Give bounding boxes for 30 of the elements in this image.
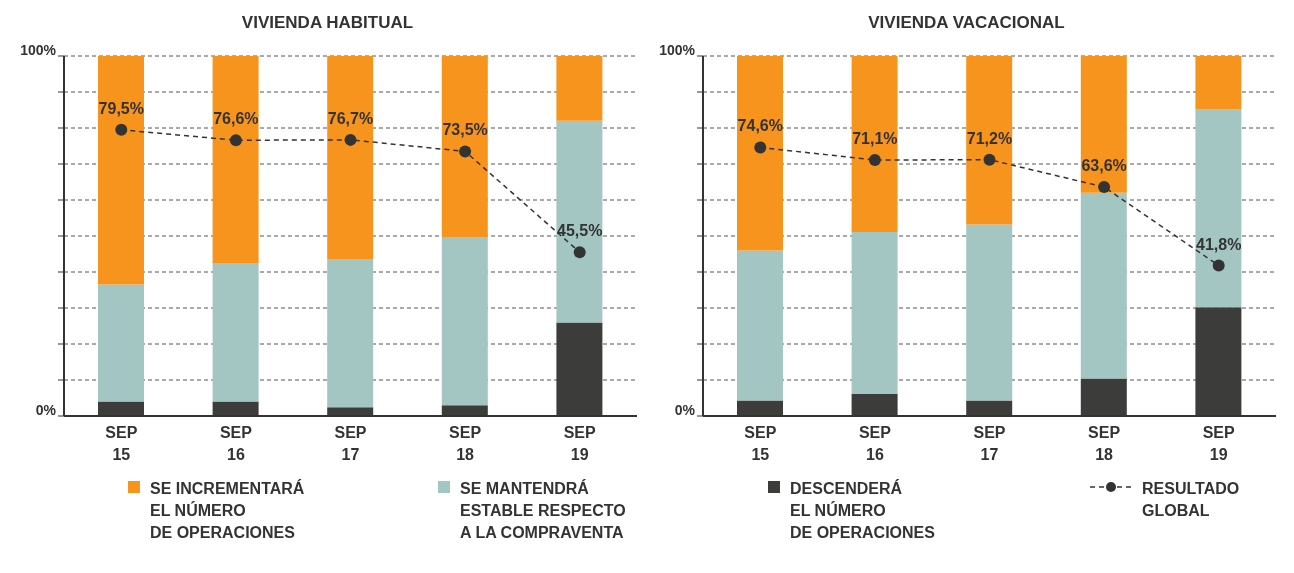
- y-tick-label: 0%: [35, 401, 57, 418]
- data-label: 76,7%: [327, 109, 374, 127]
- data-label: 45,5%: [557, 222, 603, 240]
- legend-label: RESULTADO GLOBAL: [1142, 479, 1240, 521]
- x-tick-label: SEP 17: [334, 424, 367, 463]
- x-tick-label: SEP 17: [973, 424, 1006, 463]
- data-label: 41,8%: [1196, 235, 1242, 253]
- data-label: 71,1%: [852, 130, 898, 148]
- data-label: 73,5%: [442, 121, 488, 139]
- data-label: 71,2%: [966, 129, 1013, 147]
- x-tick-label: SEP 15: [744, 424, 777, 463]
- x-tick-label: SEP 19: [1202, 424, 1236, 463]
- x-tick-label: SEP 18: [1088, 424, 1121, 463]
- x-tick-label: SEP 18: [449, 424, 482, 463]
- legend-label: DESCENDERÁ EL NÚMERO DE OPERACIONES: [790, 478, 935, 543]
- x-tick-label: SEP 16: [219, 424, 253, 463]
- x-tick-label: SEP 16: [858, 424, 892, 463]
- y-tick-label: 100%: [20, 41, 57, 58]
- legend-label: SE MANTENDRÁ ESTABLE RESPECTO A LA COMPRAVENTA: [460, 478, 626, 543]
- chart-title: VIVIENDA HABITUAL: [240, 12, 415, 34]
- chart-title: VIVIENDA VACACIONAL: [867, 12, 1066, 34]
- legend-label: SE INCREMENTARÁ EL NÚMERO DE OPERACIONES: [150, 478, 305, 543]
- data-label: 74,6%: [737, 117, 783, 135]
- data-label: 79,5%: [98, 99, 144, 117]
- x-tick-label: SEP 15: [105, 424, 138, 463]
- y-tick-label: 0%: [674, 401, 696, 418]
- data-label: 63,6%: [1081, 157, 1127, 175]
- data-label: 76,6%: [213, 110, 259, 128]
- x-tick-label: SEP 19: [563, 424, 597, 463]
- y-tick-label: 100%: [659, 41, 696, 58]
